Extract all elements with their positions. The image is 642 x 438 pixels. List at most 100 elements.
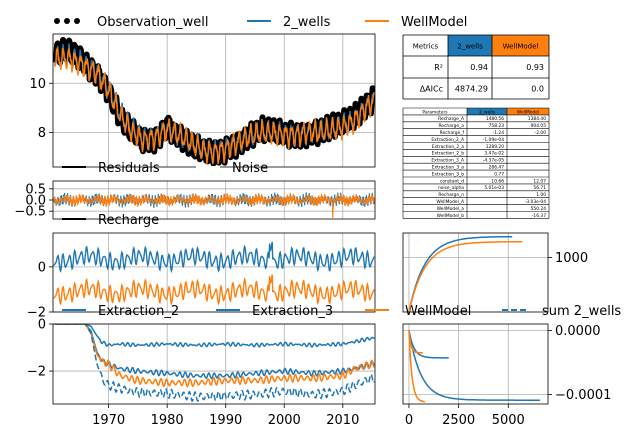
params-header-2wells-bg — [467, 108, 507, 115]
params-cell: 1289.20 — [486, 144, 504, 150]
params-header-cell: Parameters — [422, 109, 448, 115]
extraction-xtick-label: 1980 — [151, 413, 184, 428]
residuals-series-group — [53, 192, 375, 218]
well_response-border — [402, 323, 549, 405]
extraction-3-series — [54, 324, 375, 380]
wellmodel-residual-series — [53, 192, 375, 218]
well_response-xtick-label: 2500 — [442, 413, 475, 428]
extraction-xtick-label: 2010 — [326, 413, 359, 428]
metrics-header-cell: WellModel — [503, 43, 539, 51]
well_response-ytick-label: 0.0000 — [555, 324, 601, 339]
params-cell: 1384.40 — [528, 116, 546, 122]
metrics-cell: 0.93 — [526, 63, 544, 72]
params-cell: 1480.56 — [486, 116, 504, 122]
metrics-cell: 4874.29 — [455, 85, 488, 94]
params-cell: -2.00 — [535, 130, 547, 136]
recharge-ytick-label: 0 — [38, 260, 46, 275]
recharge-ytick-label: −2 — [27, 306, 46, 321]
recharge-series-group — [53, 241, 375, 306]
recharge_response-border — [402, 232, 549, 313]
metrics-row-label: ΔAICc — [420, 85, 443, 94]
recharge_response-ytick-label: 1000 — [555, 251, 588, 266]
observation-legend-marker — [64, 18, 70, 24]
two-wells-recharge-series — [53, 241, 375, 274]
params-row-label: Extraction_3_b — [432, 171, 465, 177]
wellmodel-recharge-response — [408, 241, 523, 313]
two-wells-well-response — [408, 330, 541, 401]
params-cell: -4.37e-05 — [483, 158, 504, 164]
well_response-panel: 0.0000 −0.0001 0 2500 5000 — [403, 324, 611, 428]
params-cell: 904.05 — [531, 123, 547, 129]
wellmodel-well-response — [408, 330, 423, 354]
wellmodel-legend-label: WellModel — [401, 15, 467, 30]
params-cell: 5.01e-03 — [484, 185, 504, 191]
wellmodel-recharge-series — [53, 274, 375, 306]
well_response-ytick-label: −0.0001 — [555, 388, 611, 403]
params-row-label: WellModel_b — [437, 213, 465, 219]
recharge-legend-label: Recharge — [98, 213, 159, 228]
residuals-legend-label: Residuals — [98, 161, 160, 176]
extraction-2-series — [54, 324, 375, 348]
metrics-table: Metrics 2_wells WellModel R² 0.94 0.93 ΔAICc 48… — [402, 34, 550, 100]
extraction-legend-label: Extraction_3 — [252, 304, 333, 319]
params-row-label: Extraction_2_a — [432, 144, 465, 150]
metrics-header-cell: 2_wells — [457, 43, 483, 51]
params-cell: -1.24 — [493, 130, 505, 136]
wellmodel-head-series — [54, 47, 375, 165]
residuals-panel: 0.50.0−0.5 — [14, 181, 375, 220]
params-row-label: Recharge_f — [440, 130, 465, 136]
params-table: Parameters 2_wells WellModel Recharge_A 1480… — [402, 107, 550, 219]
params-header-cell: WellModel — [517, 109, 539, 115]
extraction-legend-label: WellModel — [405, 304, 471, 319]
recharge_response-panel: 1000 — [403, 233, 588, 313]
extraction-xtick-label: 2000 — [268, 413, 301, 428]
metrics-cell: 0.0 — [531, 85, 544, 94]
params-row-label: Recharge_A — [438, 116, 464, 122]
recharge-border — [52, 232, 376, 313]
sum-2-wells-series — [54, 324, 375, 403]
params-cell: 1.00 — [536, 192, 546, 198]
extraction-legend-label: Extraction_2 — [98, 304, 179, 319]
params-row-label: Extraction_3_a — [432, 165, 465, 171]
extraction-ytick-label: 0 — [38, 318, 46, 333]
two-wells-well-response — [408, 330, 449, 359]
noise-legend-label: Noise — [232, 161, 268, 176]
extraction-ytick-label: −2 — [27, 365, 46, 380]
metrics-header-cell: Metrics — [413, 43, 439, 51]
extraction-panel: 0 −2 1970 1980 1990 2000 2010 — [27, 318, 375, 428]
residuals-ytick-label: −0.5 — [14, 205, 46, 220]
params-cell: 286.47 — [489, 165, 505, 171]
params-cell: 3.47e-02 — [484, 151, 504, 157]
extraction-border — [52, 323, 376, 405]
params-cell: 10.66 — [491, 178, 504, 184]
well_response-xtick-label: 0 — [405, 413, 413, 428]
residuals-ytick-label: 0.0 — [25, 194, 46, 209]
params-row-label: constant_d — [440, 178, 464, 184]
params-row-label: noise_alpha — [438, 185, 464, 191]
residuals-ytick-label: 0.5 — [25, 182, 46, 197]
heads-series-group — [53, 37, 375, 167]
extraction-series-group — [54, 324, 375, 403]
params-header-cell: 2_wells — [479, 109, 496, 115]
params-header-wellmodel-bg — [507, 108, 549, 115]
heads-ytick-label: 8 — [38, 126, 46, 141]
params-row-label: Recharge_n — [438, 192, 464, 198]
metrics-header-wellmodel-bg — [492, 35, 549, 56]
params-cell: 12.07 — [533, 178, 546, 184]
observation-legend-label: Observation_well — [97, 15, 209, 30]
metrics-row-label: R² — [434, 63, 443, 72]
residuals-border — [52, 180, 376, 220]
observation-legend-marker — [54, 18, 60, 24]
params-cell: 758.23 — [489, 123, 505, 129]
params-cell: -1.09e-04 — [483, 137, 504, 143]
params-row-label: WellModel_A — [436, 199, 464, 205]
params-cell: -3.03e-04 — [525, 199, 546, 205]
two-wells-legend-label: 2_wells — [283, 15, 331, 30]
params-cell: 0.77 — [494, 171, 504, 177]
params-row-label: WellModel_a — [437, 206, 465, 212]
params-row-label: Recharge_a — [438, 123, 464, 129]
wellmodel-well-response — [408, 330, 425, 403]
metrics-cell: 0.94 — [470, 63, 488, 72]
params-cell: 56.71 — [533, 185, 546, 191]
